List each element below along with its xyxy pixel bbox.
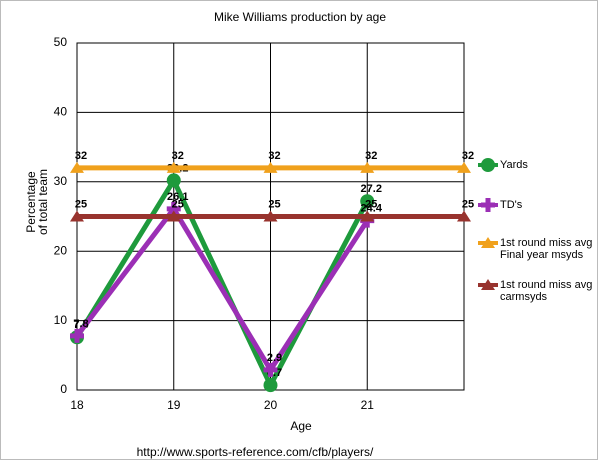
point: [263, 210, 278, 222]
y-tick-label: 30: [54, 174, 68, 188]
legend-item: [478, 198, 498, 212]
data-label: 32: [172, 150, 184, 162]
y-tick-label: 40: [54, 105, 68, 119]
data-label: 32: [268, 150, 280, 162]
y-tick-label: 0: [60, 382, 67, 396]
data-label: 24.4: [361, 203, 383, 215]
x-tick-label: 19: [167, 398, 181, 412]
data-label: 32: [365, 150, 377, 162]
data-label: 26.1: [167, 191, 188, 203]
y-tick-label: 50: [54, 35, 68, 49]
series-line: [75, 204, 370, 375]
legend-item: [478, 279, 498, 290]
x-tick-label: 20: [264, 398, 278, 412]
point: [166, 161, 181, 173]
point: [263, 362, 278, 377]
data-label: 25: [365, 198, 377, 210]
data-label: 25: [462, 198, 474, 210]
legend-item: [478, 158, 498, 172]
data-label: 25: [75, 198, 87, 210]
point: [263, 161, 278, 173]
data-label: 25: [268, 198, 280, 210]
data-label: 7.8: [73, 318, 88, 330]
point: [70, 161, 84, 173]
legend-item: [478, 237, 498, 248]
data-label: 2.9: [267, 352, 282, 364]
point: [457, 161, 471, 173]
legend-label: 1st round miss avg carmsyds: [500, 279, 593, 303]
legend-label: 1st round miss avg Final year msyds: [500, 237, 593, 261]
legend-label: Yards: [500, 159, 528, 171]
legend-marker: [481, 158, 495, 172]
data-label: 32: [75, 150, 87, 162]
point: [70, 328, 84, 343]
y-tick-label: 10: [54, 313, 68, 327]
data-label: 32: [462, 150, 474, 162]
data-label: 25: [172, 198, 184, 210]
point: [166, 210, 181, 222]
point: [360, 161, 375, 173]
point: [263, 378, 278, 393]
chart-title: Mike Williams production by age: [214, 10, 386, 24]
y-axis-label: Percentage of total team: [24, 168, 50, 236]
x-tick-label: 18: [70, 398, 84, 412]
x-tick-label: 21: [361, 398, 375, 412]
point: [360, 194, 375, 209]
legend-label: TD's: [500, 199, 523, 211]
x-axis-label: Age: [290, 419, 312, 433]
point: [360, 210, 375, 222]
legend-marker: [481, 237, 495, 248]
source: http://www.sports-reference.com/cfb/play…: [137, 445, 374, 459]
legend-marker: [481, 198, 495, 212]
y-tick-label: 20: [54, 243, 68, 257]
data-label: 27.2: [361, 183, 382, 195]
point: [166, 173, 181, 188]
legend-marker: [481, 279, 495, 290]
point: [457, 210, 471, 222]
point: [70, 210, 84, 222]
